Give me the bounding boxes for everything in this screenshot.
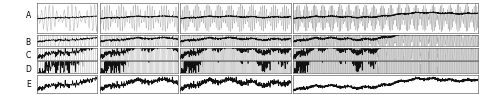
Text: C: C	[25, 51, 31, 60]
Text: B: B	[25, 38, 31, 47]
Text: D: D	[25, 65, 31, 74]
Text: E: E	[26, 80, 31, 89]
Text: A: A	[25, 11, 31, 20]
